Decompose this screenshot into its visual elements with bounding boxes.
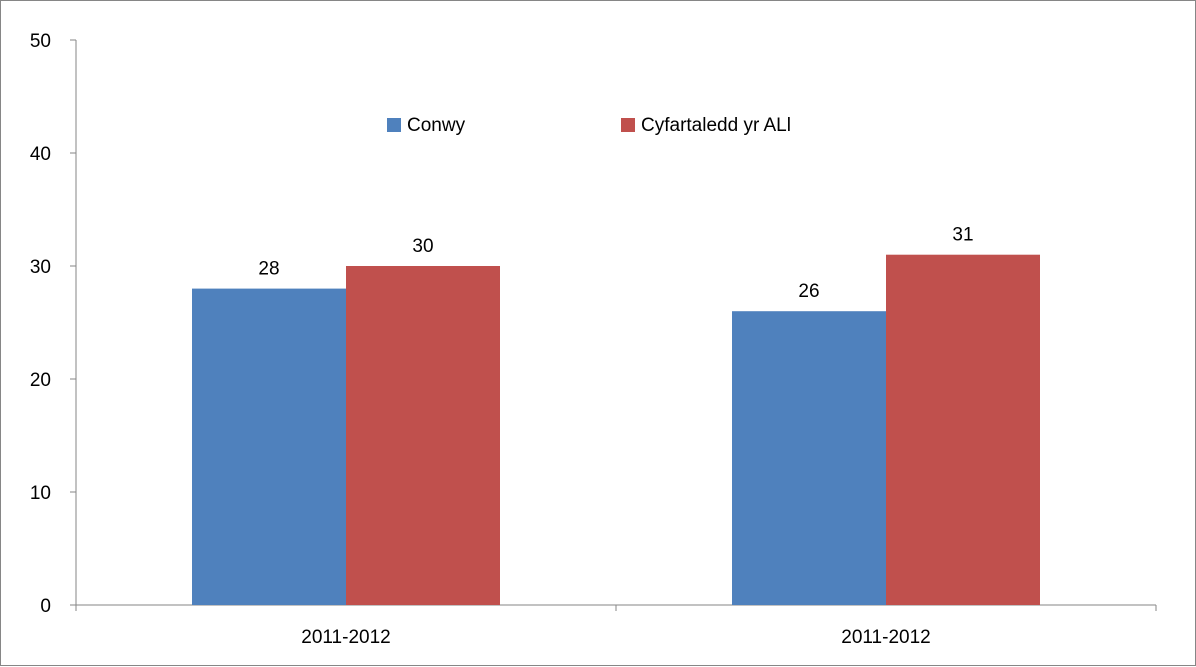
y-tick-label: 40 <box>30 144 51 165</box>
bar-conwy-1 <box>192 288 346 605</box>
y-tick-label: 0 <box>40 596 51 617</box>
legend-label: Conwy <box>407 115 466 136</box>
legend: Conwy Cyfartaledd yr ALl <box>387 115 791 136</box>
legend-swatch <box>387 118 401 132</box>
data-label: 26 <box>798 281 819 302</box>
bar-cyfartaledd-2 <box>886 254 1040 605</box>
legend-label: Cyfartaledd yr ALl <box>641 115 791 136</box>
y-tick-label: 30 <box>30 257 51 278</box>
bars <box>192 254 1040 605</box>
x-tick-label: 2011-2012 <box>301 627 390 648</box>
axes: 0 10 20 30 40 50 2011-2012 2011-2012 <box>30 31 1157 648</box>
bar-conwy-2 <box>732 311 886 605</box>
data-label: 31 <box>952 225 973 246</box>
legend-swatch <box>621 118 635 132</box>
y-tick-label: 10 <box>30 483 51 504</box>
y-tick-label: 20 <box>30 370 51 391</box>
data-labels: 28 30 26 31 <box>258 225 973 303</box>
data-label: 28 <box>258 259 279 280</box>
x-tick-label: 2011-2012 <box>841 627 930 648</box>
bar-cyfartaledd-1 <box>346 266 500 605</box>
y-tick-label: 50 <box>30 31 51 52</box>
data-label: 30 <box>412 236 433 257</box>
